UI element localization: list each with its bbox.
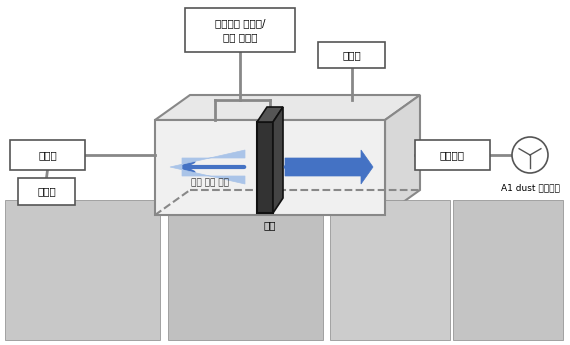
Polygon shape — [257, 122, 273, 213]
FancyBboxPatch shape — [318, 42, 385, 68]
FancyBboxPatch shape — [168, 200, 323, 340]
FancyBboxPatch shape — [185, 8, 295, 52]
Circle shape — [512, 137, 548, 173]
Text: 유속계: 유속계 — [342, 50, 361, 60]
Polygon shape — [155, 95, 420, 120]
Text: 필터: 필터 — [264, 220, 276, 230]
Polygon shape — [170, 150, 245, 184]
FancyBboxPatch shape — [453, 200, 563, 340]
FancyBboxPatch shape — [10, 140, 85, 170]
Polygon shape — [385, 95, 420, 215]
Polygon shape — [155, 120, 385, 215]
FancyBboxPatch shape — [18, 178, 75, 205]
Polygon shape — [273, 107, 283, 213]
Text: 인버터: 인버터 — [37, 187, 56, 197]
Text: 송풍기: 송풍기 — [38, 150, 57, 160]
Polygon shape — [285, 150, 373, 184]
FancyBboxPatch shape — [330, 200, 450, 340]
Text: 공기 흐름 방향: 공기 흐름 방향 — [191, 178, 229, 187]
FancyBboxPatch shape — [5, 200, 160, 340]
Text: 희석박스: 희석박스 — [440, 150, 465, 160]
FancyBboxPatch shape — [415, 140, 490, 170]
Text: A1 dust 분사장치: A1 dust 분사장치 — [500, 183, 559, 192]
Polygon shape — [257, 107, 283, 122]
Text: 미세먼지 측정기/
차압 측정기: 미세먼지 측정기/ 차압 측정기 — [215, 18, 265, 42]
